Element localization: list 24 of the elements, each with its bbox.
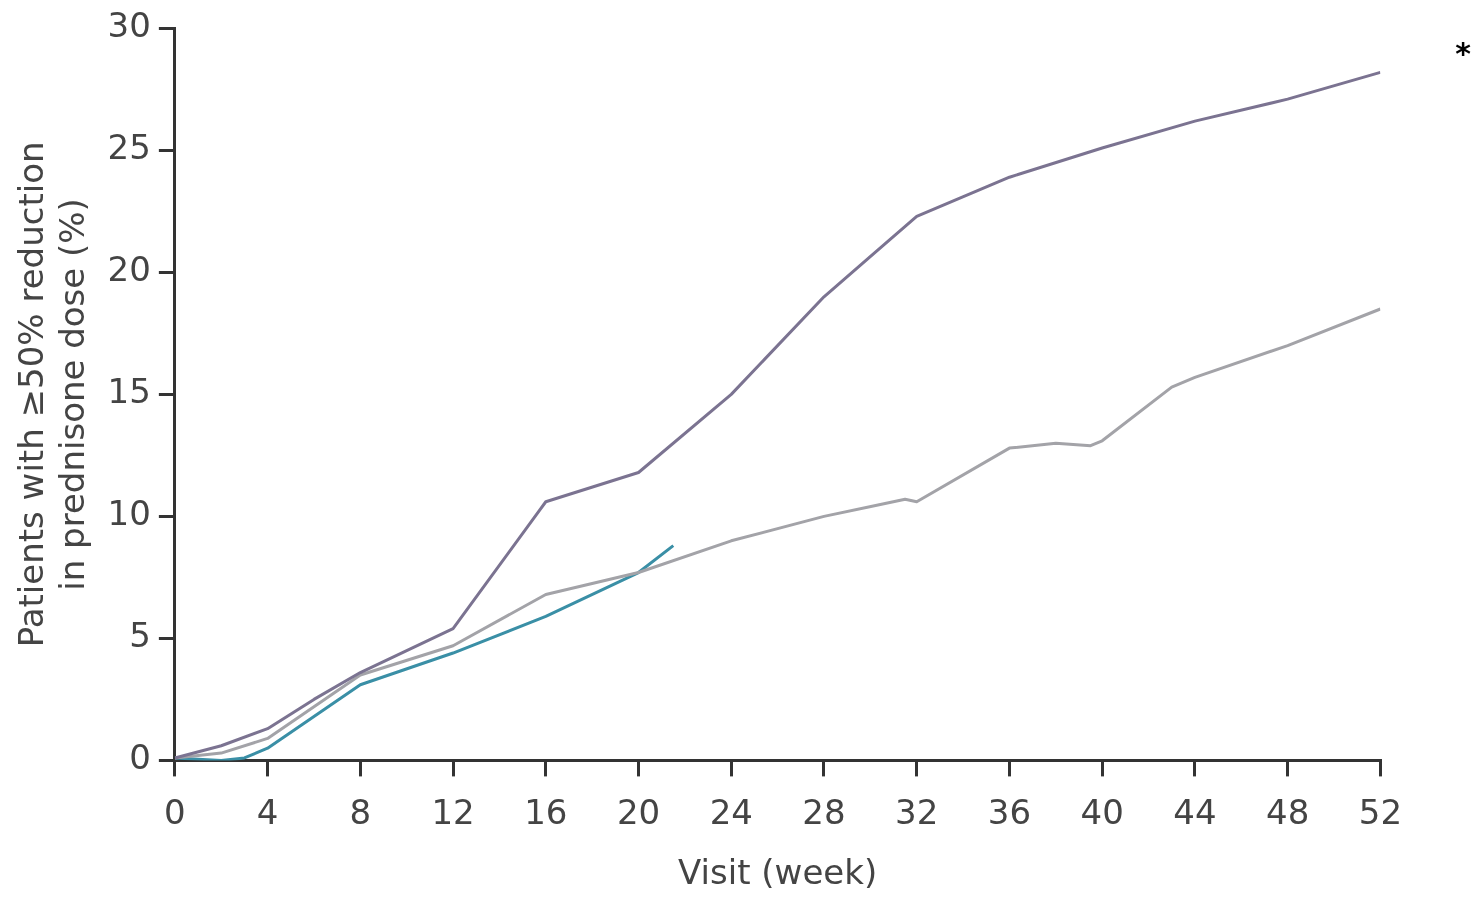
y-tick-label: 10: [107, 493, 151, 534]
y-tick-label: 0: [129, 737, 151, 778]
x-tick-label: 52: [1358, 791, 1402, 832]
y-tick-label: 25: [107, 127, 151, 168]
x-axis-title: Visit (week): [678, 852, 878, 893]
y-axis-title: Patients with ≥50% reduction in prednisone dose (%): [11, 141, 93, 648]
x-tick-label: 40: [1080, 791, 1124, 832]
x-tick-label: 32: [895, 791, 939, 832]
x-tick-label: 8: [349, 791, 372, 832]
x-tick-label: 20: [616, 791, 661, 832]
y-tick-label: 30: [107, 5, 151, 46]
x-tick-label: 16: [524, 791, 568, 832]
x-tick-label: 12: [431, 791, 475, 832]
x-tick-label: 4: [256, 791, 279, 832]
x-tick-label: 48: [1266, 791, 1310, 832]
y-tick-label: 20: [107, 249, 151, 290]
x-tick-label: 0: [164, 791, 186, 832]
x-tick-label: 44: [1173, 791, 1217, 832]
x-tick-label: 28: [802, 791, 846, 832]
text: *: [1455, 36, 1471, 71]
x-tick-label: 36: [987, 791, 1032, 832]
x-tick-label: 24: [709, 791, 753, 832]
y-tick-label: 15: [107, 371, 151, 412]
y-tick-label: 5: [129, 615, 151, 656]
